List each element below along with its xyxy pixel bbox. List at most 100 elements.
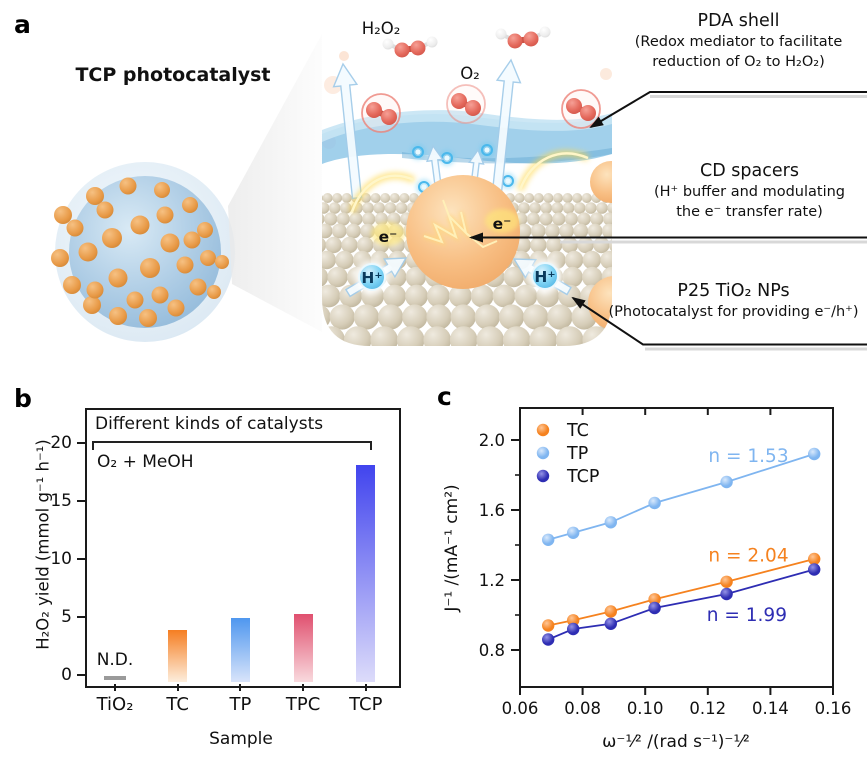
panel-b-label: b (14, 384, 32, 413)
tio2-np (600, 250, 612, 270)
tio2-np (559, 223, 574, 239)
tio2-np (529, 326, 558, 346)
tio2-np (551, 202, 564, 214)
tio2-np (547, 304, 573, 330)
legend-label-TCP: TCP (566, 467, 599, 487)
bubble (600, 68, 612, 80)
cyan-dot-core (484, 147, 490, 153)
cd-dot (119, 177, 137, 195)
cd-dot (183, 231, 201, 249)
tio2-np (450, 304, 476, 330)
y-tick (77, 674, 85, 676)
tio2-np (322, 223, 333, 239)
tio2-np (585, 202, 597, 214)
tio2-np (353, 304, 379, 330)
energy-arc-core (518, 152, 589, 191)
n-label-TP: n = 1.53 (708, 446, 788, 467)
y-axis-label: J⁻¹ /(mA⁻¹ cm²) (442, 484, 462, 612)
tio2-np (498, 304, 525, 330)
tio2-np (577, 212, 591, 226)
tio2-np (389, 193, 400, 203)
tio2-np (328, 202, 341, 214)
panel-a-title: TCP photocatalyst (75, 64, 271, 86)
tio2-np (335, 250, 354, 270)
cd-dot (156, 206, 174, 224)
tio2-np (530, 223, 546, 239)
tio2-np (346, 223, 361, 239)
tio2-np (523, 304, 549, 330)
annotation-cd: CD spacers (H⁺ buffer and modulating the… (632, 160, 867, 222)
x-tick-label: TCP (349, 694, 383, 715)
data-point-TCP (604, 617, 617, 630)
x-axis-label: ω⁻¹⁄² /(rad s⁻¹)⁻¹⁄² (602, 732, 750, 752)
tio2-np (327, 266, 348, 288)
tio2-np (587, 223, 603, 239)
tio2-np (322, 202, 330, 214)
data-point-TCP (542, 633, 555, 646)
x-tick-label: TP (229, 694, 252, 715)
up-arrow (332, 62, 363, 200)
tio2-np (524, 193, 535, 203)
data-point-TCP (648, 601, 661, 615)
x-tick (176, 684, 179, 691)
x-tick-label: TC (166, 694, 189, 715)
energy-arc-core (350, 174, 415, 213)
cd-dot (54, 206, 72, 224)
callout-lines (469, 91, 867, 351)
tio2-np (540, 202, 553, 214)
tio2-np (562, 202, 575, 214)
annotation-cd-title: CD spacers (700, 161, 799, 181)
zoom-cone (228, 34, 322, 332)
x-axis-label: Sample (209, 729, 273, 749)
y-tick (77, 500, 85, 502)
electron-label: e⁻ (493, 215, 512, 233)
cd-dot (200, 250, 216, 266)
bar-TP (230, 618, 250, 682)
up-arrow (491, 58, 522, 194)
cyan-dot-core (444, 155, 450, 161)
proton-label: H⁺ (361, 269, 382, 287)
tio2-np (373, 202, 386, 214)
tio2-np (332, 193, 343, 203)
tio2-np (362, 202, 374, 214)
tio2-np (470, 284, 494, 308)
data-point-TP (604, 516, 617, 529)
electron-glow (371, 222, 405, 246)
tio2-np (590, 212, 604, 226)
cyan-dot-core (421, 184, 427, 190)
tio2-np (426, 304, 452, 330)
tio2-np (555, 326, 584, 346)
proton-label: H⁺ (534, 268, 555, 286)
cd-dot (167, 299, 185, 317)
tio2-np (572, 193, 583, 203)
proton-badge (358, 263, 386, 291)
annotation-p25-line: (Photocatalyst for providing e⁻/h⁺) (608, 304, 859, 320)
tio2-np (322, 284, 341, 308)
annotation-pda-title: PDA shell (697, 11, 780, 31)
annotation-pda-line: (Redox mediator to facilitate (634, 34, 843, 50)
bar-TCP (356, 465, 376, 682)
tio2-np (562, 193, 573, 203)
y-tick-label: 0 (61, 665, 72, 685)
panel-c-label: c (437, 382, 452, 411)
annotation-cd-line: the e⁻ transfer rate) (676, 203, 823, 220)
x-tick (302, 684, 305, 691)
tio2-np (395, 202, 408, 214)
annotation-pda: PDA shell (Redox mediator to facilitate … (610, 10, 867, 72)
bubble (339, 51, 349, 61)
panel-a-schematic: H⁺ H⁺ e⁻ e⁻ (51, 18, 867, 351)
annotation-p25-title: P25 TiO₂ NPs (677, 281, 790, 301)
tio2-np (370, 193, 381, 203)
tio2-np (402, 304, 428, 330)
data-point-TC (542, 619, 555, 632)
tio2-np (562, 266, 583, 288)
tio2-np (322, 266, 329, 288)
tio2-np (601, 223, 612, 239)
tio2-np (325, 236, 342, 254)
data-point-TP (648, 496, 661, 510)
data-point-TP (808, 447, 821, 461)
y-tick-label: 15 (50, 491, 72, 511)
cd-dot (176, 256, 194, 274)
